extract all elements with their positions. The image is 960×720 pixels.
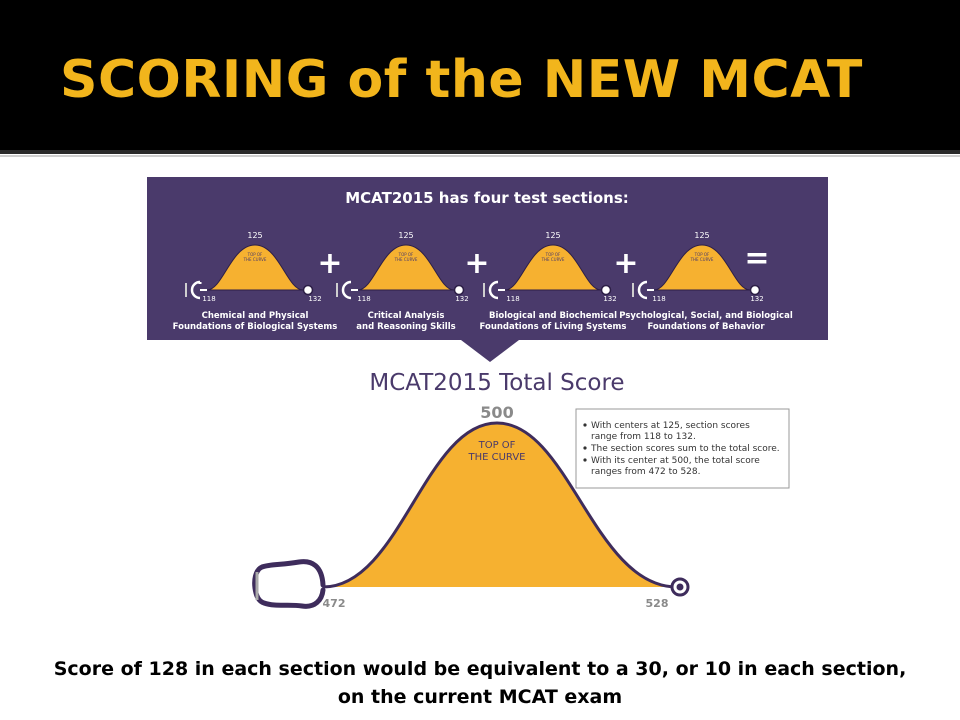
section-name: and Reasoning Skills bbox=[356, 322, 455, 332]
section-max: 132 bbox=[603, 295, 616, 303]
curve-label: THE CURVE bbox=[243, 257, 267, 262]
stethoscope-icon bbox=[632, 280, 648, 300]
total-max: 528 bbox=[646, 597, 669, 610]
stethoscope-icon bbox=[336, 280, 352, 300]
notes-box bbox=[575, 408, 790, 489]
bullet bbox=[583, 446, 587, 450]
plus-icon: + bbox=[613, 246, 638, 281]
diaphragm-icon bbox=[453, 284, 465, 296]
bullet bbox=[583, 458, 587, 462]
section-name: Critical Analysis bbox=[368, 311, 445, 321]
title-divider-light bbox=[0, 155, 960, 157]
plus-icon: + bbox=[464, 246, 489, 281]
caption-line: Score of 128 in each section would be eq… bbox=[53, 658, 907, 680]
total-min: 472 bbox=[323, 597, 346, 610]
plus-icon: + bbox=[317, 246, 342, 281]
total-curve-label: TOP OF bbox=[478, 440, 516, 451]
note-text: ranges from 472 to 528. bbox=[591, 467, 701, 477]
stethoscope-icon bbox=[185, 280, 202, 300]
equals-icon: = bbox=[744, 241, 769, 276]
section-max: 132 bbox=[308, 295, 321, 303]
section-min: 118 bbox=[506, 295, 519, 303]
section-name: Foundations of Biological Systems bbox=[173, 322, 338, 332]
curve-label: THE CURVE bbox=[394, 257, 418, 262]
diaphragm-icon bbox=[600, 284, 612, 296]
section-name: Psychological, Social, and Biological bbox=[619, 311, 793, 321]
section-center: 125 bbox=[247, 231, 262, 240]
curve-label: TOP OF bbox=[247, 252, 263, 257]
stethoscope-icon bbox=[252, 559, 326, 609]
note-text: With centers at 125, section scores bbox=[591, 421, 750, 431]
section-min: 118 bbox=[202, 295, 215, 303]
slide-title: SCORING of the NEW MCAT bbox=[60, 50, 863, 110]
note-text: The section scores sum to the total scor… bbox=[590, 444, 780, 454]
total-curve bbox=[323, 423, 677, 587]
curve-label: TOP OF bbox=[545, 252, 561, 257]
curve-label: TOP OF bbox=[694, 252, 710, 257]
title-bar bbox=[0, 0, 960, 150]
section-curve-2: 125 TOP OF THE CURVE 118 132 Critical An… bbox=[336, 231, 469, 332]
note-text: range from 118 to 132. bbox=[591, 432, 696, 442]
diaphragm-icon bbox=[749, 284, 761, 296]
diaphragm-center bbox=[676, 583, 684, 591]
panel-pointer bbox=[461, 340, 519, 362]
section-name: Biological and Biochemical bbox=[489, 311, 617, 321]
total-score-heading: MCAT2015 Total Score bbox=[369, 370, 624, 396]
caption: Score of 128 in each section would be eq… bbox=[0, 655, 960, 711]
section-name: Foundations of Behavior bbox=[647, 322, 765, 332]
stethoscope-icon bbox=[483, 280, 499, 300]
section-max: 132 bbox=[750, 295, 763, 303]
section-center: 125 bbox=[398, 231, 413, 240]
section-curve-4: 125 TOP OF THE CURVE 118 132 Psychologic… bbox=[619, 231, 793, 332]
section-center: 125 bbox=[694, 231, 709, 240]
section-curve-1: 125 TOP OF THE CURVE 118 132 Chemical an… bbox=[173, 231, 338, 332]
diaphragm-icon bbox=[302, 284, 314, 296]
caption-line: on the current MCAT exam bbox=[337, 686, 623, 708]
total-center: 500 bbox=[480, 403, 513, 422]
curve-label: THE CURVE bbox=[690, 257, 714, 262]
section-name: Foundations of Living Systems bbox=[480, 322, 627, 332]
section-name: Chemical and Physical bbox=[202, 311, 309, 321]
section-center: 125 bbox=[545, 231, 560, 240]
sections-heading: MCAT2015 has four test sections: bbox=[345, 189, 629, 207]
title-divider bbox=[0, 150, 960, 154]
bullet bbox=[583, 423, 587, 427]
section-max: 132 bbox=[455, 295, 468, 303]
section-min: 118 bbox=[357, 295, 370, 303]
section-curve-3: 125 TOP OF THE CURVE 118 132 Biological … bbox=[480, 231, 627, 332]
section-min: 118 bbox=[652, 295, 665, 303]
total-curve-label: THE CURVE bbox=[468, 452, 526, 463]
total-curve-outline bbox=[322, 421, 678, 589]
curve-label: TOP OF bbox=[398, 252, 414, 257]
curve-label: THE CURVE bbox=[541, 257, 565, 262]
note-text: With its center at 500, the total score bbox=[591, 456, 760, 466]
